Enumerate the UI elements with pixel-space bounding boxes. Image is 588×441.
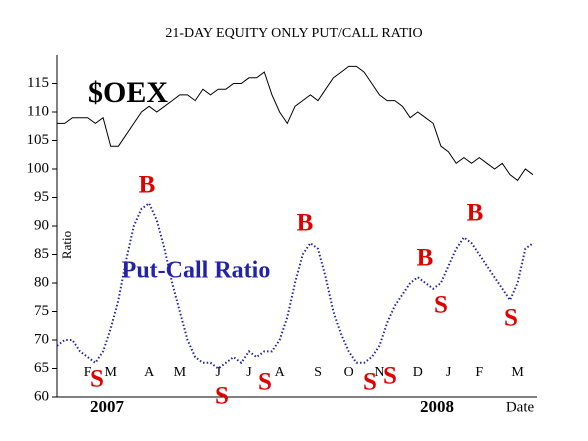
annotation: B bbox=[139, 172, 156, 199]
y-axis-label: Ratio bbox=[59, 231, 74, 259]
x-tick-label: J bbox=[446, 365, 452, 380]
y-tick-label: 65 bbox=[34, 360, 49, 376]
annotation: 2008 bbox=[420, 397, 454, 416]
x-tick-label: A bbox=[144, 365, 155, 380]
chart-title: 21-DAY EQUITY ONLY PUT/CALL RATIO bbox=[165, 26, 422, 41]
annotation: B bbox=[467, 200, 484, 227]
x-tick-label: S bbox=[314, 365, 322, 380]
x-tick-label: N bbox=[374, 365, 384, 380]
y-tick-label: 105 bbox=[27, 132, 50, 148]
y-tick-label: 80 bbox=[34, 274, 49, 290]
y-tick-label: 70 bbox=[34, 331, 49, 347]
annotation: B bbox=[297, 210, 314, 237]
x-tick-label: J bbox=[215, 365, 221, 380]
annotation: B bbox=[417, 245, 434, 272]
series-line bbox=[57, 65, 534, 182]
annotation: 2007 bbox=[90, 397, 125, 416]
x-tick-label: J bbox=[246, 365, 252, 380]
y-tick-label: 100 bbox=[27, 160, 50, 176]
y-tick-label: 75 bbox=[34, 303, 49, 319]
y-tick-label: 85 bbox=[34, 246, 49, 262]
annotation: S bbox=[434, 292, 448, 319]
x-tick-label: M bbox=[174, 365, 187, 380]
series-label: Put-Call Ratio bbox=[122, 258, 271, 284]
annotation: S bbox=[363, 369, 377, 396]
y-tick-label: 115 bbox=[27, 75, 49, 91]
x-tick-label: F bbox=[475, 365, 483, 380]
annotation: Date bbox=[506, 399, 535, 415]
series-line bbox=[56, 201, 534, 370]
x-tick-label: A bbox=[275, 365, 286, 380]
x-tick-label: O bbox=[344, 365, 354, 380]
annotation: S bbox=[215, 383, 229, 410]
y-tick-label: 90 bbox=[34, 217, 49, 233]
x-tick-label: M bbox=[511, 365, 524, 380]
x-tick-label: F bbox=[84, 365, 92, 380]
annotation: S bbox=[383, 363, 397, 390]
x-tick-label: D bbox=[413, 365, 423, 380]
y-tick-label: 95 bbox=[34, 189, 49, 205]
y-tick-label: 110 bbox=[27, 103, 49, 119]
annotation: S bbox=[504, 305, 518, 332]
x-tick-label: M bbox=[105, 365, 118, 380]
annotation: S bbox=[258, 369, 272, 396]
series-label: $OEX bbox=[88, 76, 168, 109]
annotation: S bbox=[90, 366, 104, 393]
y-tick-label: 60 bbox=[34, 388, 49, 404]
